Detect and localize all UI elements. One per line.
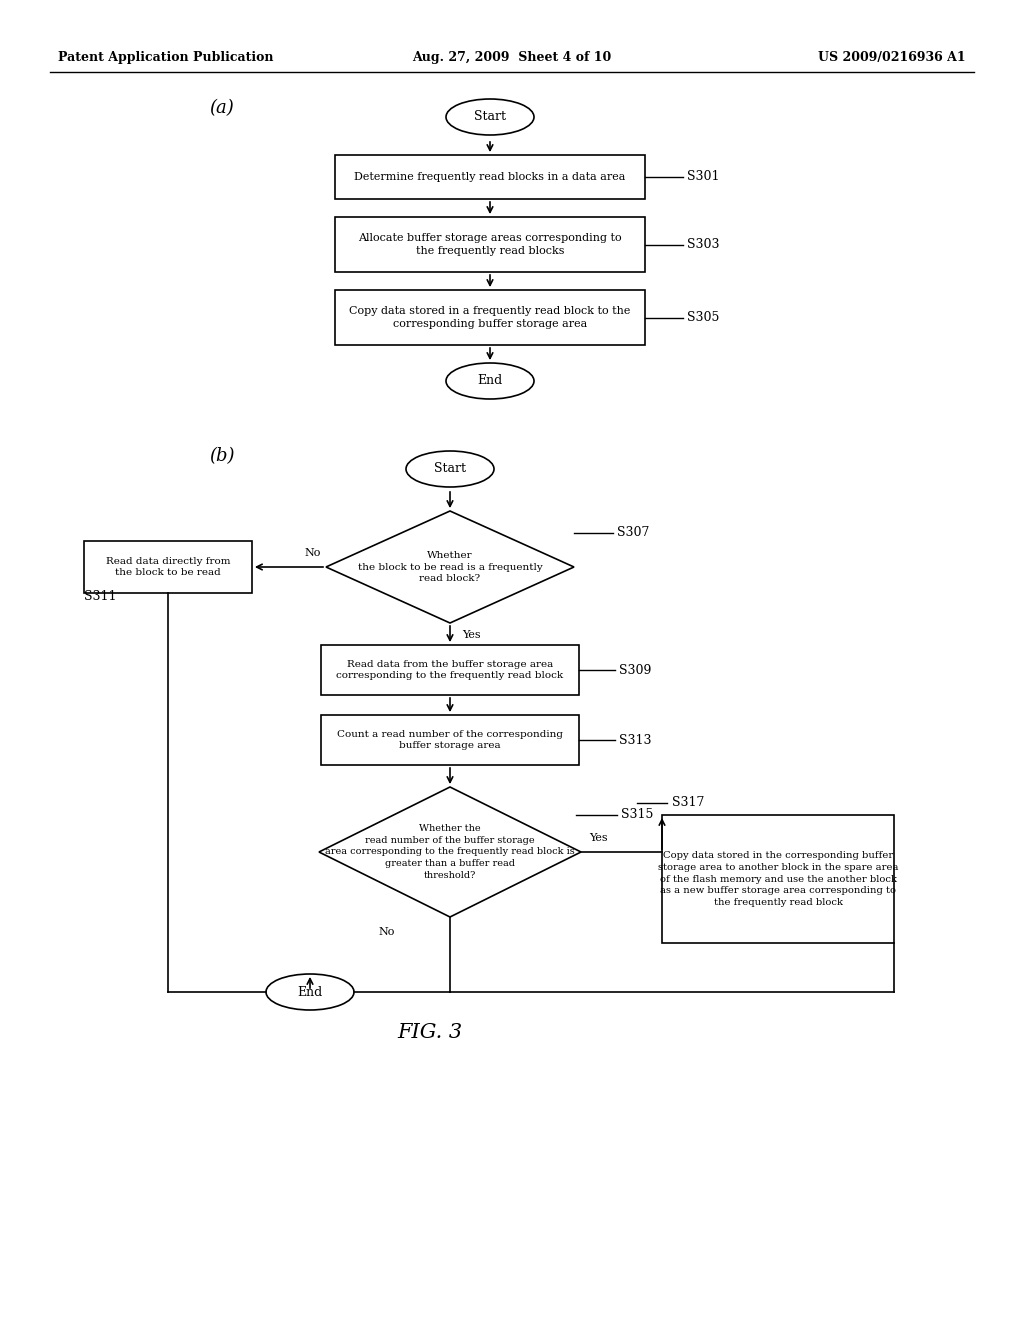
Text: End: End <box>297 986 323 998</box>
Ellipse shape <box>446 99 534 135</box>
Text: Yes: Yes <box>589 833 607 843</box>
Text: US 2009/0216936 A1: US 2009/0216936 A1 <box>818 51 966 65</box>
Ellipse shape <box>446 363 534 399</box>
Text: Copy data stored in a frequently read block to the
corresponding buffer storage : Copy data stored in a frequently read bl… <box>349 306 631 329</box>
Text: (a): (a) <box>210 99 234 117</box>
Text: No: No <box>379 927 395 937</box>
Text: Aug. 27, 2009  Sheet 4 of 10: Aug. 27, 2009 Sheet 4 of 10 <box>413 51 611 65</box>
Bar <box>662 814 894 942</box>
Text: Allocate buffer storage areas corresponding to
the frequently read blocks: Allocate buffer storage areas correspond… <box>358 232 622 256</box>
Text: Yes: Yes <box>462 630 480 640</box>
Text: S317: S317 <box>672 796 705 809</box>
Bar <box>335 154 645 199</box>
Polygon shape <box>319 787 581 917</box>
Text: S301: S301 <box>687 170 720 183</box>
Bar <box>321 715 579 766</box>
Text: S309: S309 <box>618 664 651 676</box>
Ellipse shape <box>406 451 494 487</box>
Text: Copy data stored in the corresponding buffer
storage area to another block in th: Copy data stored in the corresponding bu… <box>657 851 898 907</box>
Text: Determine frequently read blocks in a data area: Determine frequently read blocks in a da… <box>354 172 626 182</box>
Text: Start: Start <box>434 462 466 475</box>
Text: FIG. 3: FIG. 3 <box>397 1023 463 1041</box>
Text: Whether
the block to be read is a frequently
read block?: Whether the block to be read is a freque… <box>357 550 543 583</box>
Text: Whether the
read number of the buffer storage
area corresponding to the frequent: Whether the read number of the buffer st… <box>326 824 574 880</box>
Text: S315: S315 <box>621 808 653 821</box>
Text: Start: Start <box>474 111 506 124</box>
Text: No: No <box>304 548 321 558</box>
Bar <box>84 541 252 593</box>
Text: S305: S305 <box>687 312 720 323</box>
Text: S307: S307 <box>617 527 649 540</box>
Text: Read data directly from
the block to be read: Read data directly from the block to be … <box>105 557 230 577</box>
Text: Read data from the buffer storage area
corresponding to the frequently read bloc: Read data from the buffer storage area c… <box>337 660 563 680</box>
Text: S313: S313 <box>618 734 651 747</box>
Text: S303: S303 <box>687 238 720 251</box>
Polygon shape <box>326 511 574 623</box>
Bar <box>335 216 645 272</box>
Text: Patent Application Publication: Patent Application Publication <box>58 51 273 65</box>
Bar <box>321 645 579 696</box>
Text: S311: S311 <box>84 590 117 603</box>
Text: End: End <box>477 375 503 388</box>
Ellipse shape <box>266 974 354 1010</box>
Bar <box>335 290 645 345</box>
Text: (b): (b) <box>209 447 234 465</box>
Text: Count a read number of the corresponding
buffer storage area: Count a read number of the corresponding… <box>337 730 563 750</box>
